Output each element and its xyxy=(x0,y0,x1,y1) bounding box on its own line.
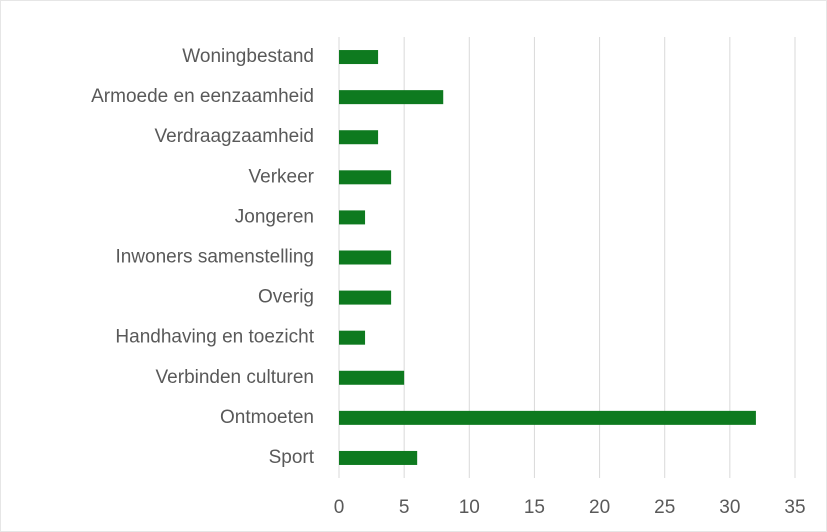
bar xyxy=(339,90,444,105)
y-tick-label: Verkeer xyxy=(249,166,315,187)
bar xyxy=(339,250,392,265)
bar xyxy=(339,210,366,225)
x-tick-label: 10 xyxy=(459,497,480,518)
y-tick-label: Overig xyxy=(258,287,314,308)
y-tick-label: Ontmoeten xyxy=(220,407,314,428)
y-tick-label: Verbinden culturen xyxy=(156,367,314,388)
y-tick-label: Jongeren xyxy=(235,206,314,227)
x-tick-label: 30 xyxy=(719,497,740,518)
y-tick-label: Armoede en eenzaamheid xyxy=(91,86,314,107)
y-tick-label: Handhaving en toezicht xyxy=(115,327,314,348)
bar xyxy=(339,170,392,185)
y-tick-label: Inwoners samenstelling xyxy=(115,247,314,268)
bar xyxy=(339,410,756,425)
x-tick-label: 0 xyxy=(334,497,345,518)
bar xyxy=(339,330,366,345)
bar xyxy=(339,130,379,145)
bar xyxy=(339,450,418,465)
x-tick-label: 20 xyxy=(589,497,610,518)
x-tick-label: 25 xyxy=(654,497,675,518)
x-tick-label: 15 xyxy=(524,497,545,518)
y-tick-label: Verdraagzaamheid xyxy=(155,126,315,147)
bar xyxy=(339,290,392,305)
y-tick-label: Sport xyxy=(269,447,315,468)
bar xyxy=(339,50,379,65)
x-tick-label: 35 xyxy=(784,497,805,518)
x-tick-label: 5 xyxy=(399,497,410,518)
bar xyxy=(339,370,405,385)
y-tick-label: Woningbestand xyxy=(182,46,314,67)
